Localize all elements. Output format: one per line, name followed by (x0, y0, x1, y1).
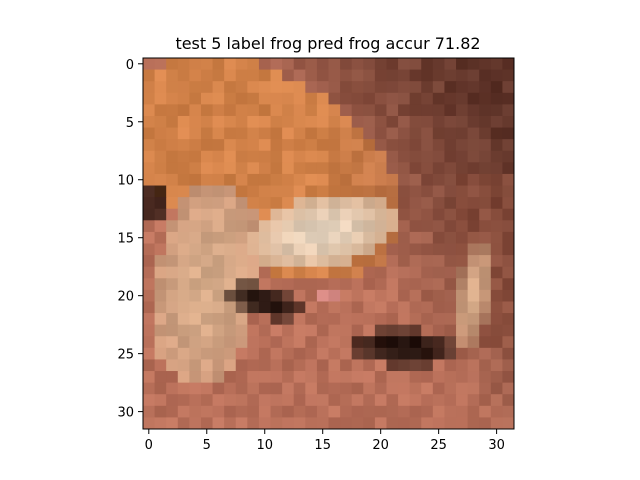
x-tick-label: 0 (145, 438, 153, 453)
image-pixels (143, 58, 514, 429)
y-tick-label: 30 (117, 406, 134, 421)
x-tick-label: 15 (314, 438, 331, 453)
y-tick-label: 0 (126, 58, 134, 73)
x-axis: 0 5 10 15 20 25 30 (145, 429, 505, 453)
y-tick-label: 25 (117, 348, 134, 363)
x-tick-label: 25 (430, 438, 447, 453)
x-tick-label: 10 (256, 438, 273, 453)
y-tick-label: 20 (117, 290, 134, 305)
frog-image (143, 58, 514, 429)
y-tick-label: 15 (117, 232, 134, 247)
y-tick-label: 10 (117, 174, 134, 189)
y-tick-label: 5 (126, 116, 134, 131)
y-axis: 0 5 10 15 20 25 30 (117, 58, 143, 421)
x-tick-label: 20 (372, 438, 389, 453)
figure-title: test 5 label frog pred frog accur 71.82 (175, 34, 480, 53)
x-tick-label: 30 (488, 438, 505, 453)
axes-frame (142, 57, 515, 430)
x-tick-label: 5 (203, 438, 211, 453)
